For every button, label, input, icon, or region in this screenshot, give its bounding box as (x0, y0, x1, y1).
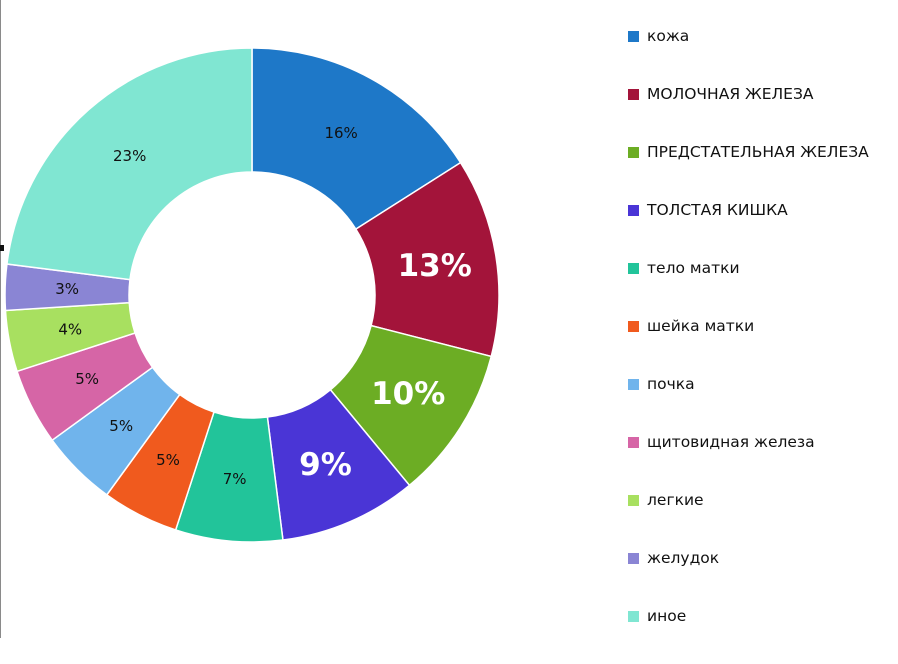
legend-label: тело матки (647, 259, 740, 277)
legend-swatch (628, 31, 639, 42)
frame-left-edge (0, 0, 1, 638)
legend-item-6: шейка матки (628, 316, 893, 374)
legend-label: щитовидная железа (647, 433, 815, 451)
legend-item-1: кожа (628, 26, 893, 84)
slice-label-7: 5% (109, 417, 133, 435)
legend-swatch (628, 437, 639, 448)
legend-item-9: легкие (628, 490, 893, 548)
slice-label-2: 13% (398, 248, 472, 284)
legend-swatch (628, 495, 639, 506)
legend-label: иное (647, 607, 687, 625)
legend-label: легкие (647, 491, 704, 509)
legend-label: кожа (647, 27, 690, 45)
slice-label-4: 9% (299, 447, 352, 483)
slice-11 (6, 47, 253, 281)
legend-item-2: МОЛОЧНАЯ ЖЕЛЕЗА (628, 84, 893, 142)
legend-swatch (628, 205, 639, 216)
slice-2 (354, 161, 500, 358)
donut-chart: 16% 13% 10% 9% 7% 5% 5% 5% 4% 3% 23% (4, 47, 500, 543)
legend-label: ПРЕДСТАТЕЛЬНАЯ ЖЕЛЕЗА (647, 143, 869, 161)
slice-label-3: 10% (371, 376, 445, 412)
legend-item-3: ПРЕДСТАТЕЛЬНАЯ ЖЕЛЕЗА (628, 142, 893, 200)
legend-item-7: почка (628, 374, 893, 432)
legend-label: ТОЛСТАЯ КИШКА (647, 201, 788, 219)
legend-label: шейка матки (647, 317, 755, 335)
legend-swatch (628, 147, 639, 158)
legend-swatch (628, 611, 639, 622)
legend-item-10: желудок (628, 548, 893, 606)
legend-label: МОЛОЧНАЯ ЖЕЛЕЗА (647, 85, 814, 103)
legend-label: желудок (647, 549, 720, 567)
frame-resize-handle[interactable] (0, 245, 4, 251)
slice-label-11: 23% (113, 147, 146, 165)
legend-item-8: щитовидная железа (628, 432, 893, 490)
legend-swatch (628, 321, 639, 332)
slice-label-10: 3% (55, 280, 79, 298)
slice-label-9: 4% (58, 321, 82, 339)
slice-label-6: 5% (156, 451, 180, 469)
legend-item-4: ТОЛСТАЯ КИШКА (628, 200, 893, 258)
legend-swatch (628, 263, 639, 274)
chart-legend: кожа МОЛОЧНАЯ ЖЕЛЕЗА ПРЕДСТАТЕЛЬНАЯ ЖЕЛЕЗА… (628, 26, 893, 664)
legend-swatch (628, 379, 639, 390)
legend-item-11: иное (628, 606, 893, 664)
legend-swatch (628, 553, 639, 564)
slice-label-5: 7% (223, 470, 247, 488)
legend-item-5: тело матки (628, 258, 893, 316)
slice-1 (251, 47, 462, 231)
slice-label-8: 5% (75, 370, 99, 388)
slice-label-1: 16% (324, 124, 357, 142)
legend-swatch (628, 89, 639, 100)
legend-label: почка (647, 375, 695, 393)
